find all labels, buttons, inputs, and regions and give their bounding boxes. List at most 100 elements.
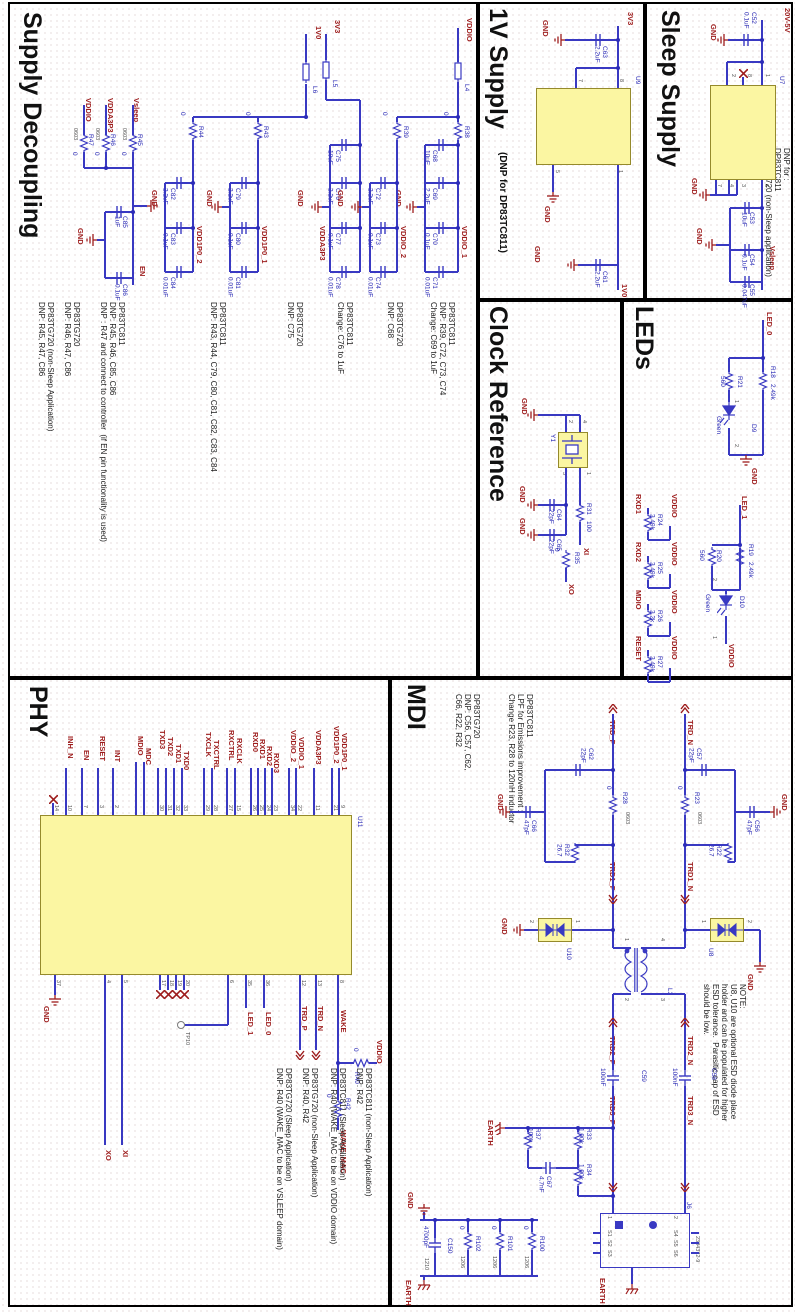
resistor-symbol[interactable] — [707, 547, 717, 567]
wire[interactable] — [105, 277, 133, 279]
wire[interactable] — [685, 929, 710, 931]
net-label[interactable]: TRD1_N — [686, 862, 695, 892]
component-label[interactable]: C53 10uF — [740, 212, 755, 227]
wire[interactable] — [425, 271, 458, 273]
dnp-x-mark[interactable] — [49, 795, 58, 804]
wire[interactable] — [545, 769, 613, 771]
dnp-x-mark[interactable] — [739, 69, 748, 78]
net-label[interactable]: GND — [42, 1006, 51, 1023]
wire[interactable] — [736, 180, 738, 195]
wire[interactable] — [762, 320, 764, 358]
component-label[interactable]: 100nF — [671, 1068, 678, 1087]
wire[interactable] — [641, 947, 685, 949]
capacitor-symbol[interactable] — [738, 33, 754, 47]
net-label[interactable]: RXD0 — [251, 732, 260, 753]
capacitor-symbol[interactable] — [520, 805, 536, 819]
component-label[interactable]: C63 2.2uF — [593, 46, 608, 63]
component-label[interactable]: U11 — [356, 816, 363, 828]
offpage-arrow[interactable] — [680, 1018, 690, 1028]
component-label[interactable]: R22 26.7 — [707, 844, 722, 857]
component-label[interactable]: 0 — [458, 1226, 465, 1230]
capacitor-symbol[interactable] — [375, 265, 391, 279]
wire[interactable] — [183, 975, 185, 990]
wire[interactable] — [669, 668, 671, 682]
wire[interactable] — [729, 208, 731, 282]
net-label[interactable]: XI — [121, 1150, 130, 1158]
wire[interactable] — [467, 1220, 469, 1232]
wire[interactable] — [759, 930, 761, 962]
wire[interactable] — [337, 1063, 339, 1100]
component-label[interactable]: R24 2.49k — [648, 514, 663, 530]
component-label[interactable]: R100 — [538, 1236, 545, 1252]
net-label[interactable]: RXD3 — [272, 753, 281, 774]
wire[interactable] — [203, 768, 205, 815]
component-label[interactable]: C78 0.01uF — [326, 277, 341, 298]
component-label[interactable]: C69 2.2uF — [423, 188, 438, 205]
wire[interactable] — [617, 26, 619, 88]
net-label[interactable]: TRD3_N — [686, 1096, 695, 1126]
capacitor-symbol[interactable] — [111, 205, 127, 219]
wire[interactable] — [684, 714, 686, 795]
component-label[interactable]: 0 — [71, 152, 78, 156]
wire[interactable] — [132, 152, 134, 168]
wire[interactable] — [669, 622, 671, 636]
component-label[interactable]: 2.49k — [747, 562, 754, 578]
wire[interactable] — [728, 358, 730, 372]
component-label[interactable]: C65 22pF — [547, 539, 562, 554]
component-label[interactable]: R20 — [715, 550, 722, 562]
capacitor-symbol[interactable] — [696, 763, 712, 777]
component-label[interactable]: R21 — [736, 376, 743, 388]
wire[interactable] — [159, 975, 161, 990]
component-label[interactable]: 2.49k — [769, 384, 776, 400]
component-label[interactable]: R42 — [344, 1098, 351, 1110]
wire[interactable] — [565, 568, 567, 582]
wire[interactable] — [577, 1128, 579, 1132]
wire[interactable] — [647, 628, 649, 636]
wire[interactable] — [230, 182, 258, 184]
esd-diode-symbol[interactable] — [710, 918, 744, 942]
resistor-symbol[interactable] — [188, 121, 198, 141]
component-label[interactable]: R46 — [109, 134, 116, 146]
net-label[interactable]: LED_0 — [264, 1012, 273, 1036]
component-label[interactable]: R45 — [136, 134, 143, 146]
resistor-symbol[interactable] — [523, 1131, 533, 1151]
component-label[interactable]: R47 — [87, 134, 94, 146]
net-label[interactable]: GND — [496, 794, 505, 811]
wire[interactable] — [226, 768, 228, 815]
component-label[interactable]: 0 — [325, 1094, 332, 1098]
component-label[interactable]: L6 — [311, 86, 318, 94]
wire[interactable] — [330, 144, 360, 146]
resistor-symbol[interactable] — [333, 1099, 343, 1119]
capacitor-symbol[interactable] — [111, 271, 127, 285]
wire[interactable] — [613, 993, 631, 995]
net-label[interactable]: TRD_N — [316, 1006, 325, 1032]
capacitor-symbol[interactable] — [336, 176, 352, 190]
wire[interactable] — [712, 544, 740, 546]
net-label[interactable]: 3V3 — [626, 12, 635, 26]
component-label[interactable]: R39 — [402, 126, 409, 138]
wire[interactable] — [193, 116, 306, 118]
wire[interactable] — [612, 994, 614, 1070]
gnd-symbol[interactable] — [403, 200, 417, 214]
wire[interactable] — [728, 180, 730, 195]
net-label[interactable]: VDD1P0_2 — [195, 226, 204, 264]
net-label[interactable]: TRD_P — [300, 1006, 309, 1031]
net-label[interactable]: VDDIO_1 — [297, 737, 306, 770]
net-label[interactable]: GND — [709, 24, 718, 41]
net-label[interactable]: EARTH — [404, 1280, 413, 1306]
wire[interactable] — [192, 140, 194, 183]
net-label[interactable]: TXCLK — [204, 732, 213, 757]
wire[interactable] — [524, 929, 538, 931]
offpage-arrow[interactable] — [680, 704, 690, 714]
wire[interactable] — [420, 1275, 538, 1277]
component-label[interactable]: 0 — [93, 152, 100, 156]
wire[interactable] — [330, 271, 360, 273]
wire[interactable] — [362, 206, 370, 208]
wire[interactable] — [499, 1220, 501, 1232]
wire[interactable] — [726, 62, 728, 85]
wire[interactable] — [143, 762, 145, 815]
wire[interactable] — [192, 117, 194, 122]
gnd-symbol[interactable] — [510, 923, 524, 937]
gnd-symbol[interactable] — [147, 199, 161, 213]
wire[interactable] — [575, 68, 577, 88]
